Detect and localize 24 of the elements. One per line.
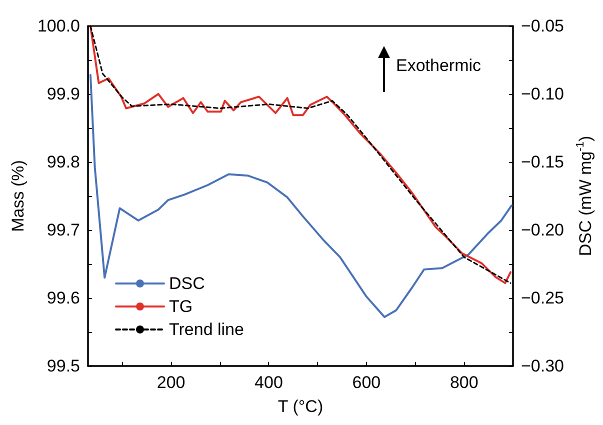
y-axis-title: Mass (%) (8, 160, 28, 232)
legend-label: DSC (169, 274, 205, 293)
y2-tick-label: −0.20 (521, 220, 564, 240)
x-tick-label: 600 (352, 373, 381, 392)
x-tick-label: 400 (254, 373, 283, 392)
y-tick-label: 99.5 (46, 356, 80, 376)
y2-tick-label: −0.15 (521, 152, 564, 172)
y-tick-label: 99.7 (46, 220, 80, 240)
y2-axis-title: DSC (mW mg-1) (574, 136, 595, 256)
x-tick-label: 800 (450, 373, 478, 392)
y-tick-label: 99.6 (46, 288, 80, 308)
line-series (89, 74, 513, 318)
y2-tick-label: −0.05 (521, 16, 564, 36)
x-tick-label: 200 (156, 373, 186, 392)
y-tick-label: 100.0 (37, 16, 80, 36)
y2-tick-label: −0.10 (521, 84, 564, 104)
legend-label: Trend line (169, 320, 244, 339)
y2-tick-label: −0.30 (521, 356, 564, 376)
y-tick-label: 99.9 (46, 84, 80, 104)
y-tick-label: 99.8 (46, 152, 80, 172)
x-axis-title: T (°C) (278, 397, 324, 416)
legend-label: TG (169, 297, 193, 316)
y2-tick-label: −0.25 (521, 288, 564, 308)
annotation: Exothermic (396, 56, 482, 76)
